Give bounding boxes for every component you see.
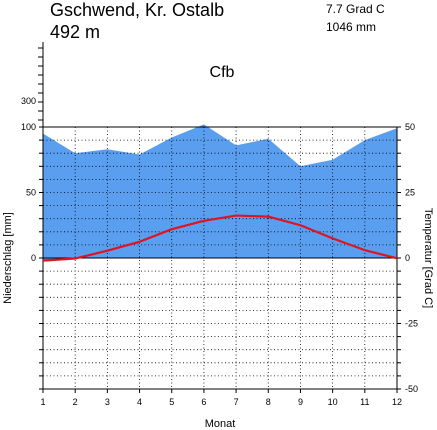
station-name: Gschwend, Kr. Ostalb — [50, 0, 224, 20]
precipitation-area-layer — [43, 124, 397, 261]
x-tick-label: 11 — [360, 397, 369, 407]
x-tick-label: 9 — [298, 397, 303, 407]
x-tick-label: 10 — [328, 397, 338, 407]
x-tick-label: 2 — [73, 397, 78, 407]
precip-tick-label: 0 — [31, 253, 36, 263]
x-tick-label: 12 — [392, 397, 402, 407]
x-tick-label: 6 — [201, 397, 206, 407]
precip-tick-label: 300 — [21, 96, 36, 106]
x-tick-label: 3 — [105, 397, 110, 407]
station-elevation: 492 m — [50, 22, 100, 42]
y-axis-left-label: Niederschlag [mm] — [2, 212, 14, 304]
mean-temperature: 7.7 Grad C — [326, 2, 385, 16]
climate-class: Cfb — [210, 64, 235, 81]
x-tick-label: 8 — [266, 397, 271, 407]
x-axis-label: Monat — [205, 418, 236, 430]
temp-tick-label: 50 — [405, 122, 415, 132]
axes-layer — [38, 42, 401, 393]
grid-layer — [43, 127, 397, 389]
y-axis-right-label: Temperatur [Grad C] — [422, 208, 434, 308]
temperature-line-layer — [42, 214, 398, 262]
temp-tick-label: 0 — [405, 253, 410, 263]
precipitation-area — [43, 124, 397, 261]
temp-tick-label: -50 — [405, 384, 418, 394]
temp-tick-label: 25 — [405, 188, 415, 198]
annual-precipitation: 1046 mm — [326, 20, 376, 34]
temp-tick-label: -25 — [405, 319, 418, 329]
x-tick-label: 7 — [234, 397, 239, 407]
x-tick-label: 4 — [137, 397, 142, 407]
precip-tick-label: 50 — [26, 188, 36, 198]
precip-tick-label: 100 — [21, 122, 36, 132]
temperature-line — [42, 214, 398, 262]
x-tick-label: 1 — [40, 397, 45, 407]
x-tick-label: 5 — [169, 397, 174, 407]
